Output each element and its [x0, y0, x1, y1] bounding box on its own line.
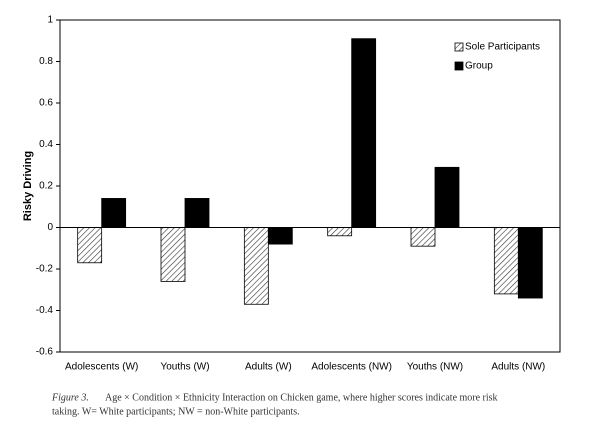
x-tick-label: Youths (NW): [407, 362, 463, 373]
legend-label: Group: [465, 61, 493, 72]
y-tick-label: 0.2: [39, 181, 53, 192]
bar: [243, 227, 269, 305]
x-tick-label: Adolescents (NW): [311, 362, 392, 373]
legend-swatch: [454, 61, 464, 71]
y-axis-label: Risky Driving: [22, 151, 34, 221]
bar: [160, 227, 186, 282]
y-tick-label: 1: [47, 15, 53, 26]
x-tick-label: Youths (W): [160, 362, 209, 373]
bar: [101, 198, 127, 228]
y-tick-label: -0.2: [36, 264, 54, 275]
caption-label: Figure 3.: [51, 392, 89, 403]
x-tick-label: Adults (W): [245, 362, 292, 373]
legend-label: Sole Participants: [465, 42, 540, 53]
y-tick-label: -0.4: [36, 305, 54, 316]
bar: [184, 198, 210, 228]
bar: [493, 227, 519, 295]
bar: [410, 227, 436, 247]
y-tick-label: 0.8: [39, 56, 53, 67]
y-tick-label: 0.6: [39, 98, 53, 109]
bar: [517, 227, 543, 299]
bar: [434, 166, 460, 228]
bar: [267, 227, 293, 245]
bar: [351, 38, 377, 228]
legend-swatch: [454, 42, 464, 52]
caption: Age × Condition × Ethnicity Interaction …: [105, 392, 498, 403]
y-tick-label: 0.4: [39, 139, 53, 150]
bar: [77, 227, 103, 264]
caption: taking. W= White participants; NW = non-…: [52, 406, 300, 417]
bar: [327, 227, 353, 237]
x-tick-label: Adolescents (W): [65, 362, 138, 373]
y-tick-label: -0.6: [36, 347, 54, 358]
x-tick-label: Adults (NW): [491, 362, 545, 373]
y-tick-label: 0: [47, 222, 53, 233]
